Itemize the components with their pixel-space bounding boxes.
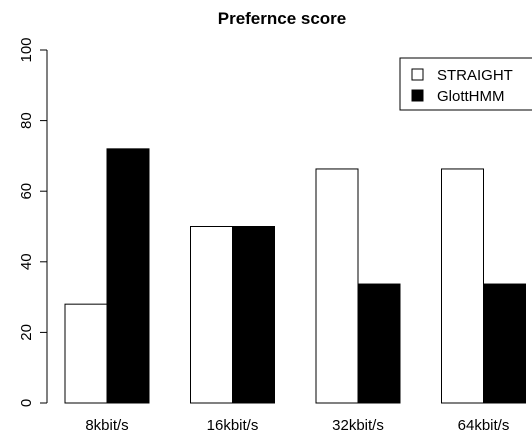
legend-label-glotthmm: GlottHMM	[437, 88, 505, 105]
y-tick-label: 20	[18, 324, 35, 341]
bar-glotthmm-3	[483, 283, 526, 404]
y-tick-label: 60	[18, 183, 35, 200]
y-tick-label: 100	[18, 37, 35, 62]
bar-straight-2	[315, 168, 359, 404]
x-tick-label: 16kbit/s	[207, 417, 259, 434]
y-tick-label: 40	[18, 253, 35, 270]
legend-swatch-straight	[411, 68, 424, 81]
y-tick-label: 0	[18, 399, 35, 407]
x-axis-labels: 8kbit/s 16kbit/s 32kbit/s 64kbit/s	[85, 417, 509, 434]
bar-straight-0	[64, 303, 108, 404]
bar-straight-1	[190, 226, 233, 404]
legend: STRAIGHT GlottHMM	[399, 57, 532, 111]
legend-label-straight: STRAIGHT	[437, 67, 513, 84]
x-tick-label: 64kbit/s	[458, 417, 510, 434]
x-tick-label: 8kbit/s	[85, 417, 128, 434]
bar-glotthmm-1	[232, 226, 275, 404]
y-tick-label: 80	[18, 112, 35, 129]
chart-title: Prefernce score	[218, 9, 347, 28]
x-tick-label: 32kbit/s	[332, 417, 384, 434]
y-axis: 0 20 40 60 80 100	[18, 37, 47, 407]
bar-glotthmm-2	[357, 283, 401, 404]
bar-straight-3	[441, 168, 484, 404]
legend-swatch-glotthmm	[411, 89, 424, 102]
bar-glotthmm-0	[106, 148, 150, 404]
bars	[64, 148, 526, 404]
